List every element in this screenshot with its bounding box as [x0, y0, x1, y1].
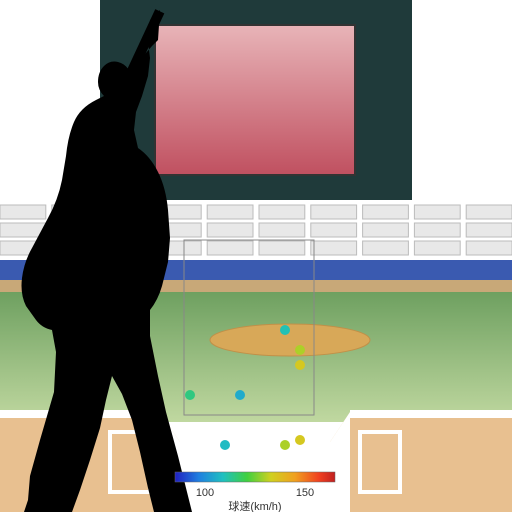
pitch-marker: [280, 440, 290, 450]
pitch-marker: [235, 390, 245, 400]
seat-block: [259, 205, 305, 219]
pitch-location-chart: 100 150 球速(km/h): [0, 0, 512, 512]
colorbar-tick: 100: [196, 487, 214, 499]
pitchers-mound: [210, 324, 370, 356]
seat-block: [0, 205, 46, 219]
seat-block: [363, 223, 409, 237]
scoreboard-screen: [155, 25, 355, 175]
colorbar-bar: [175, 472, 335, 482]
foul-line-right: [350, 410, 512, 418]
seat-block: [466, 241, 512, 255]
seat-block: [0, 223, 46, 237]
pitch-marker: [280, 325, 290, 335]
seat-block: [414, 241, 460, 255]
seat-block: [414, 223, 460, 237]
seat-block: [466, 223, 512, 237]
pitch-marker: [295, 435, 305, 445]
seat-block: [259, 223, 305, 237]
seat-block: [207, 241, 253, 255]
seat-block: [311, 241, 357, 255]
pitch-marker: [295, 345, 305, 355]
pitch-marker: [295, 360, 305, 370]
seat-block: [311, 223, 357, 237]
seat-block: [259, 241, 305, 255]
home-plate-area: [160, 412, 350, 512]
seat-block: [363, 205, 409, 219]
seat-block: [466, 205, 512, 219]
colorbar-label: 球速(km/h): [228, 499, 281, 512]
pitch-marker: [220, 440, 230, 450]
seat-block: [363, 241, 409, 255]
pitch-marker: [185, 390, 195, 400]
seat-block: [311, 205, 357, 219]
colorbar-tick: 150: [296, 487, 314, 499]
seat-block: [207, 205, 253, 219]
seat-block: [414, 205, 460, 219]
seat-block: [207, 223, 253, 237]
